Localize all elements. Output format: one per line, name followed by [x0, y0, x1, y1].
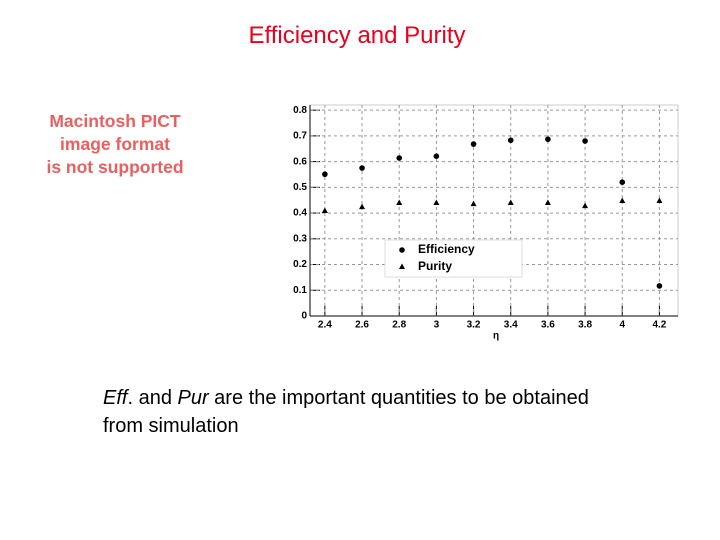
point: [507, 137, 514, 144]
x-tick-label: 2.6: [355, 320, 369, 331]
image-placeholder: Macintosh PICT image format is not suppo…: [20, 110, 210, 179]
y-tick-label: 0.6: [293, 156, 307, 167]
body-italic: Pur: [177, 387, 209, 409]
point: [322, 171, 328, 178]
point: [656, 197, 663, 203]
point: [321, 207, 328, 214]
body-span: are the important quantities to be obtai…: [103, 387, 589, 437]
body-italic: Eff: [103, 387, 128, 409]
point: [359, 203, 366, 210]
y-tick-label: 0.4: [293, 208, 307, 219]
point: [470, 141, 477, 147]
y-tick-label: 0.3: [293, 233, 307, 244]
body-span: . and: [127, 387, 178, 409]
point: [433, 153, 440, 160]
point: [582, 202, 589, 209]
x-tick-label: 4: [619, 320, 625, 331]
x-tick-label: 3: [434, 320, 440, 331]
x-tick-label: 3.8: [578, 320, 592, 331]
point: [396, 199, 403, 206]
point: [619, 197, 626, 203]
placeholder-line: image format: [60, 134, 170, 154]
body-text: Eff. and Pur are the important quantitie…: [103, 384, 603, 440]
point: [433, 199, 440, 206]
point: [619, 179, 626, 185]
x-tick-label: 4.2: [652, 320, 666, 331]
point: [544, 199, 551, 206]
placeholder-line: is not supported: [46, 157, 184, 177]
placeholder-line: Macintosh PICT: [49, 111, 181, 131]
legend-label: Purity: [418, 259, 452, 273]
y-tick-label: 0: [301, 311, 307, 322]
plot-frame: [309, 104, 679, 317]
x-axis-label: η: [493, 331, 499, 342]
y-tick-label: 0.7: [293, 131, 307, 142]
y-tick-label: 0.8: [293, 105, 307, 116]
legend-marker: [399, 263, 405, 269]
point: [545, 136, 551, 143]
point: [582, 138, 588, 144]
legend-marker: [399, 247, 405, 253]
point: [359, 165, 365, 171]
y-tick-label: 0.5: [293, 182, 307, 193]
x-tick-label: 3.6: [541, 320, 555, 331]
x-tick-label: 2.8: [392, 320, 406, 331]
legend-box: [384, 239, 523, 278]
legend-label: Efficiency: [418, 242, 475, 256]
y-tick-label: 0.1: [293, 285, 307, 296]
x-tick-label: 3.2: [467, 320, 481, 331]
point: [470, 200, 477, 207]
y-tick-label: 0.2: [293, 259, 307, 270]
point: [507, 199, 514, 206]
x-tick-label: 3.4: [504, 320, 518, 331]
slide-title: Efficiency and Purity: [248, 22, 466, 49]
point: [656, 283, 663, 289]
x-tick-label: 2.4: [318, 320, 332, 331]
point: [396, 155, 403, 161]
